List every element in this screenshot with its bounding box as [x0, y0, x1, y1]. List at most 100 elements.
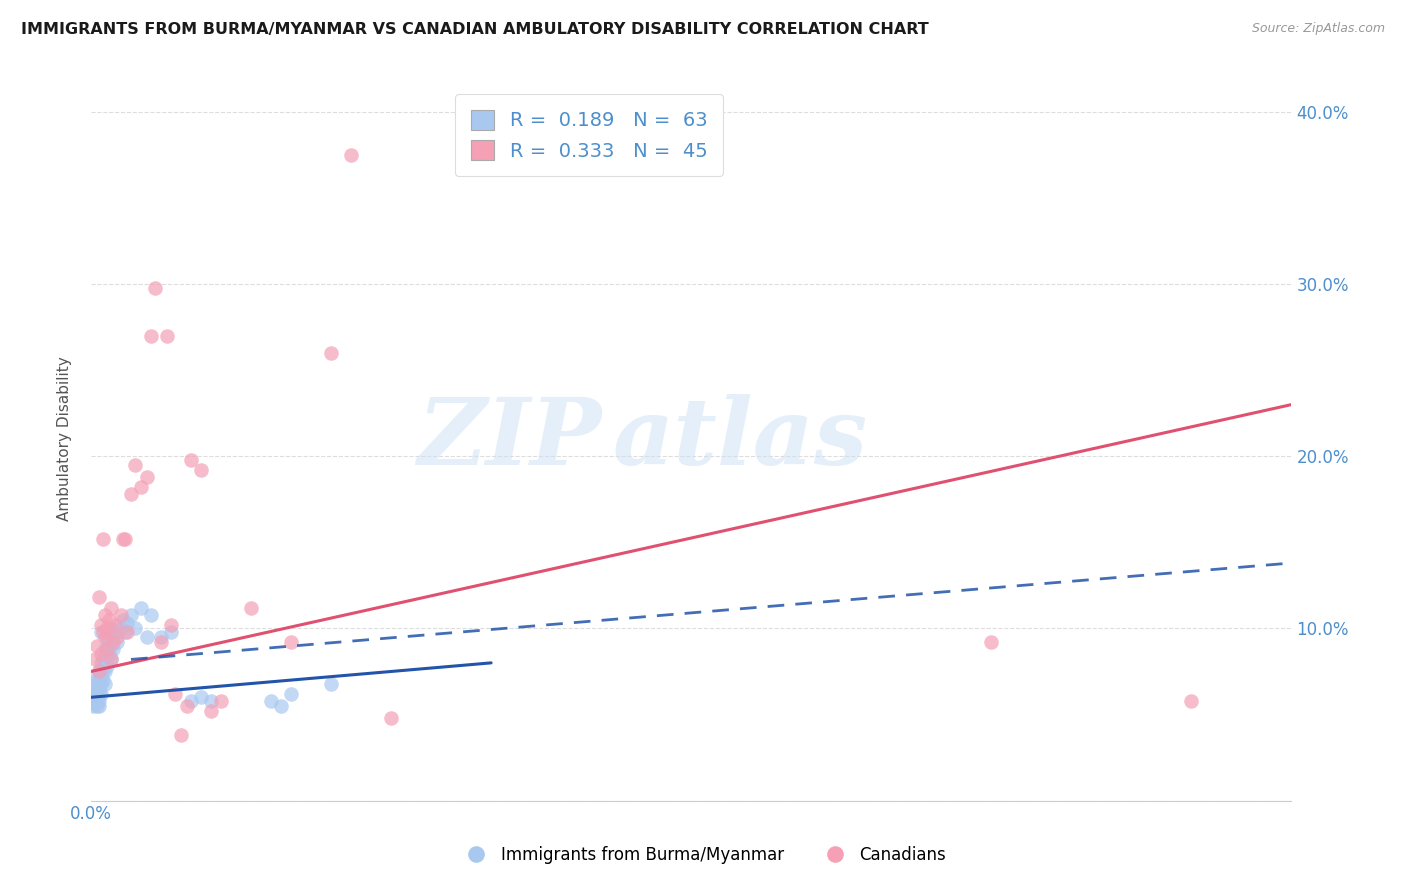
Point — [101, 635, 124, 649]
Point — [209, 694, 232, 708]
Point — [84, 694, 107, 708]
Point — [96, 659, 118, 673]
Point — [84, 690, 107, 705]
Point — [90, 668, 112, 682]
Point — [129, 480, 152, 494]
Point — [340, 148, 363, 162]
Point — [120, 487, 142, 501]
Point — [84, 697, 107, 711]
Text: ZIP: ZIP — [418, 394, 602, 484]
Point — [94, 642, 117, 657]
Point — [90, 676, 112, 690]
Point — [94, 607, 117, 622]
Point — [87, 665, 110, 679]
Point — [82, 690, 104, 705]
Point — [111, 532, 134, 546]
Point — [82, 698, 104, 713]
Point — [96, 630, 118, 644]
Point — [87, 698, 110, 713]
Point — [82, 687, 104, 701]
Point — [139, 607, 162, 622]
Point — [136, 470, 159, 484]
Point — [94, 665, 117, 679]
Point — [176, 698, 198, 713]
Point — [101, 630, 124, 644]
Point — [101, 642, 124, 657]
Point — [86, 698, 108, 713]
Text: Source: ZipAtlas.com: Source: ZipAtlas.com — [1251, 22, 1385, 36]
Point — [86, 639, 108, 653]
Point — [86, 670, 108, 684]
Point — [90, 687, 112, 701]
Legend: R =  0.189   N =  63, R =  0.333   N =  45: R = 0.189 N = 63, R = 0.333 N = 45 — [456, 95, 723, 177]
Point — [100, 639, 122, 653]
Point — [86, 694, 108, 708]
Point — [180, 452, 202, 467]
Point — [980, 635, 1002, 649]
Point — [84, 687, 107, 701]
Point — [319, 346, 342, 360]
Point — [91, 652, 114, 666]
Point — [200, 694, 222, 708]
Point — [143, 280, 166, 294]
Point — [149, 630, 172, 644]
Point — [94, 652, 117, 666]
Point — [84, 652, 107, 666]
Point — [280, 687, 302, 701]
Point — [240, 600, 263, 615]
Point — [104, 624, 127, 639]
Point — [97, 635, 120, 649]
Point — [87, 665, 110, 679]
Point — [1180, 694, 1202, 708]
Point — [260, 694, 283, 708]
Point — [190, 463, 212, 477]
Point — [110, 622, 132, 636]
Point — [96, 622, 118, 636]
Point — [319, 676, 342, 690]
Point — [114, 624, 136, 639]
Point — [91, 624, 114, 639]
Text: atlas: atlas — [613, 394, 869, 484]
Point — [200, 704, 222, 718]
Point — [105, 630, 128, 644]
Point — [110, 607, 132, 622]
Point — [86, 681, 108, 696]
Point — [149, 635, 172, 649]
Point — [180, 694, 202, 708]
Point — [380, 711, 402, 725]
Point — [139, 328, 162, 343]
Point — [84, 681, 107, 696]
Y-axis label: Ambulatory Disability: Ambulatory Disability — [58, 357, 72, 522]
Point — [160, 618, 183, 632]
Point — [90, 647, 112, 661]
Point — [94, 630, 117, 644]
Point — [87, 591, 110, 605]
Point — [96, 642, 118, 657]
Point — [111, 613, 134, 627]
Point — [94, 676, 117, 690]
Point — [114, 532, 136, 546]
Legend: Immigrants from Burma/Myanmar, Canadians: Immigrants from Burma/Myanmar, Canadians — [453, 839, 953, 871]
Point — [86, 676, 108, 690]
Point — [163, 687, 186, 701]
Point — [82, 694, 104, 708]
Point — [190, 690, 212, 705]
Point — [100, 600, 122, 615]
Point — [87, 676, 110, 690]
Point — [124, 458, 146, 472]
Point — [86, 673, 108, 687]
Point — [91, 673, 114, 687]
Point — [91, 663, 114, 677]
Point — [160, 624, 183, 639]
Point — [97, 613, 120, 627]
Point — [124, 622, 146, 636]
Point — [86, 690, 108, 705]
Point — [120, 607, 142, 622]
Point — [104, 618, 127, 632]
Point — [96, 647, 118, 661]
Point — [280, 635, 302, 649]
Point — [100, 652, 122, 666]
Point — [97, 647, 120, 661]
Point — [91, 532, 114, 546]
Point — [136, 630, 159, 644]
